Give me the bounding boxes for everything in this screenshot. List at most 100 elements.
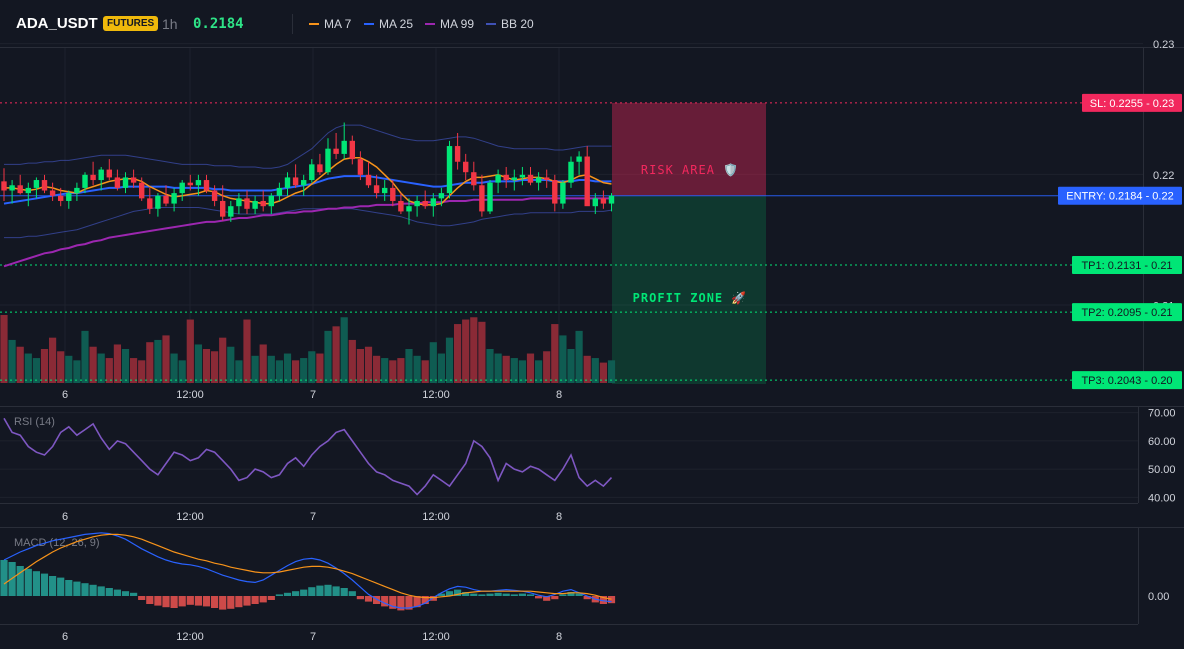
volume-bar [324,330,332,383]
candle-body [365,174,372,186]
candle-body [244,198,250,209]
macd-histogram-bar [267,596,275,600]
volume-bar [170,353,178,383]
volume-bar [567,349,575,383]
volume-bar [57,351,65,383]
candle-body [527,174,534,183]
level-tags: SL: 0.2255 - 0.23 ENTRY: 0.2184 - 0.22 TP1… [1058,93,1182,390]
risk-area-zone [612,102,766,196]
candle [268,193,274,215]
legend-ma99[interactable]: MA 99 [425,17,474,31]
legend-ma25[interactable]: MA 25 [364,17,413,31]
candle-body [487,182,493,212]
macd-histogram-bar [16,566,24,596]
candle [495,169,501,194]
volume-bar [259,344,267,383]
macd-histogram-bar [308,587,316,596]
candle-body [122,177,129,188]
macd-histogram-bar [332,586,340,596]
candle [365,161,372,188]
candle [333,132,339,160]
macd-histogram-bar [227,596,235,609]
volume-bar [300,358,308,383]
timeframe-label[interactable]: 1h [162,16,178,32]
rsi-tick-label: 70.00 [1148,408,1176,420]
candle [438,187,445,207]
volume-bar [559,335,567,383]
volume-bar [267,355,275,383]
candle-body [519,174,526,178]
volume-bar [49,337,57,383]
macd-histogram-bar [437,593,445,596]
legend-ma7[interactable]: MA 7 [309,17,351,31]
candle-body [576,156,582,162]
level-tag[interactable]: ENTRY: 0.2184 - 0.22 [1058,186,1182,205]
volume-bar [105,358,113,383]
candle-body [147,198,153,209]
macd-histogram-bar [219,596,227,610]
rsi-tick-label: 60.00 [1148,436,1176,448]
candle-body [414,200,420,207]
candle-body [179,182,185,194]
macd-histogram-bar [583,596,591,600]
candle-body [373,185,380,194]
candle [171,187,177,212]
candle [357,151,364,181]
legend-label: MA 99 [440,17,475,31]
volume-bar [81,330,89,383]
macd-histogram-bar [162,596,170,608]
volume-bar [373,355,381,383]
macd-histogram-bar [105,588,113,596]
candle-body [511,177,517,181]
symbol-name[interactable]: ADA_USDT [16,15,98,32]
macd-histogram-bar [429,596,437,601]
time-tick-label: 6 [62,389,68,401]
candle [1,168,7,201]
candle-body [106,169,112,178]
volume-bar [599,362,607,383]
candle-body [560,182,566,204]
candle [301,174,307,196]
level-tag[interactable]: TP2: 0.2095 - 0.21 [1072,303,1182,322]
volume-bar [243,319,251,383]
legend-label: MA 7 [324,17,352,31]
volume-bar [494,353,502,383]
volume-bar [283,353,292,383]
macd-histogram-bar [211,596,219,608]
level-tag[interactable]: SL: 0.2255 - 0.23 [1082,93,1182,112]
candle [600,190,607,209]
legend-bb20[interactable]: BB 20 [486,17,534,31]
candle-body [82,174,88,188]
macd-histogram-bar [202,596,211,607]
candle-body [301,180,307,186]
candle [203,174,210,194]
macd-histogram-bar [502,593,510,596]
volume-bar [591,358,599,383]
moving-averages [3,157,612,268]
macd-histogram-bar [292,591,300,596]
volume-bar [486,349,494,383]
volume-bar [227,346,235,383]
header-divider [292,14,293,34]
candle [325,138,331,175]
candle [479,174,485,217]
candle [511,169,517,191]
profit-zone-label: PROFIT ZONE 🚀 [633,291,748,305]
level-tag[interactable]: TP3: 0.2043 - 0.20 [1072,371,1182,390]
level-tag[interactable]: TP1: 0.2131 - 0.21 [1072,256,1182,275]
level-tag-label: SL: 0.2255 - 0.23 [1090,98,1174,110]
macd-histogram-bar [510,594,518,596]
candle [33,177,40,199]
macd-line [3,532,612,609]
candle-body [74,187,80,194]
macd-histogram-bar [324,584,332,596]
candle [608,193,615,212]
level-tag-label: TP3: 0.2043 - 0.20 [1081,375,1172,387]
candle [276,182,283,201]
volume-bar [462,319,470,383]
candle-body [341,140,347,154]
macd-histogram-bar [316,585,324,596]
candle [179,180,185,201]
rsi-line [3,417,613,496]
